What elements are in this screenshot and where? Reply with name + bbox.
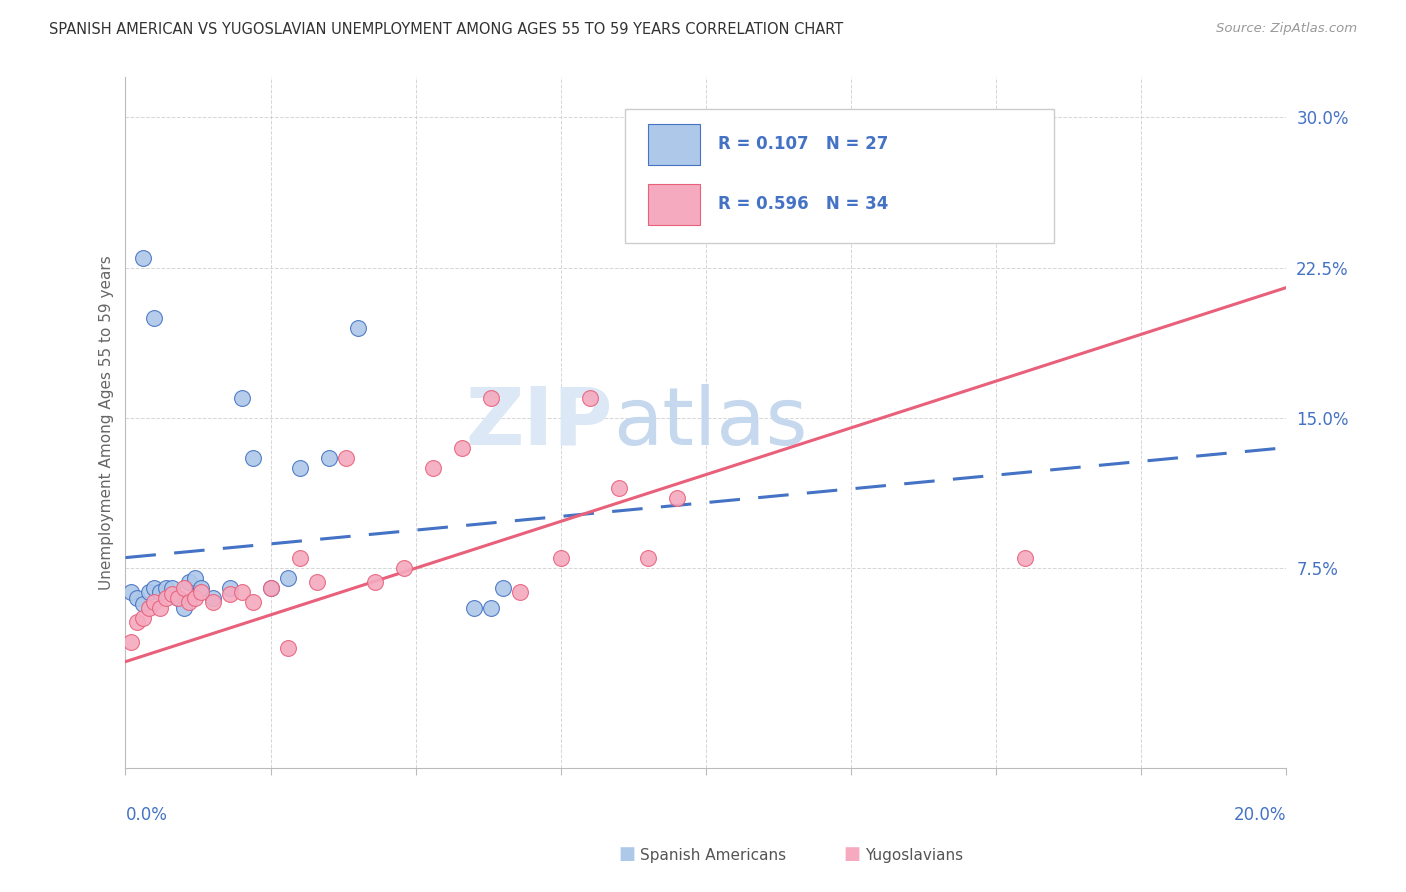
Point [422,460,444,475]
Point [201,594,224,608]
Point [231,391,253,405]
Point [125,615,148,629]
Point [259,581,281,595]
Bar [648,184,700,225]
Text: R = 0.107   N = 27: R = 0.107 N = 27 [717,136,889,153]
Point [166,591,188,605]
Point [335,450,357,465]
Point [138,600,160,615]
Point [190,581,212,595]
Point [242,450,264,465]
Point [166,591,188,605]
Point [242,594,264,608]
Point [184,571,207,585]
Point [318,450,340,465]
Point [155,581,177,595]
Point [132,597,155,611]
Point [173,600,195,615]
Point [277,571,299,585]
Point [132,251,155,265]
Point [160,581,183,595]
Point [288,460,311,475]
Bar [648,124,700,165]
Point [259,581,281,595]
Point [492,581,515,595]
Point [138,584,160,599]
Point [1014,550,1036,565]
Point [479,600,502,615]
Point [173,581,195,595]
Point [149,600,172,615]
Point [120,634,142,648]
Point [607,481,630,495]
Text: Source: ZipAtlas.com: Source: ZipAtlas.com [1216,22,1357,36]
Point [288,550,311,565]
Point [120,584,142,599]
Point [160,587,183,601]
Point [463,600,485,615]
Point [143,310,166,325]
Point [149,584,172,599]
Point [132,610,155,624]
Point [277,640,299,655]
FancyBboxPatch shape [624,109,1054,244]
Point [143,581,166,595]
Point [184,591,207,605]
Point [637,550,659,565]
Point [219,587,242,601]
Point [231,584,253,599]
Point [201,591,224,605]
Y-axis label: Unemployment Among Ages 55 to 59 years: Unemployment Among Ages 55 to 59 years [100,255,114,590]
Point [143,594,166,608]
Point [392,560,415,574]
Point [346,320,368,334]
Text: Spanish Americans: Spanish Americans [640,848,786,863]
Point [190,584,212,599]
Text: 20.0%: 20.0% [1234,805,1286,823]
Text: atlas: atlas [613,384,807,461]
Point [550,550,572,565]
Text: ZIP: ZIP [465,384,613,461]
Point [364,574,387,589]
Text: ■: ■ [619,846,636,863]
Point [125,591,148,605]
Point [179,594,201,608]
Text: Yugoslavians: Yugoslavians [865,848,963,863]
Point [579,391,602,405]
Text: SPANISH AMERICAN VS YUGOSLAVIAN UNEMPLOYMENT AMONG AGES 55 TO 59 YEARS CORRELATI: SPANISH AMERICAN VS YUGOSLAVIAN UNEMPLOY… [49,22,844,37]
Point [179,574,201,589]
Point [665,491,688,505]
Point [155,591,177,605]
Point [451,441,474,455]
Text: R = 0.596   N = 34: R = 0.596 N = 34 [717,195,889,213]
Point [509,584,531,599]
Point [305,574,328,589]
Point [219,581,242,595]
Point [479,391,502,405]
Text: ■: ■ [844,846,860,863]
Text: 0.0%: 0.0% [125,805,167,823]
